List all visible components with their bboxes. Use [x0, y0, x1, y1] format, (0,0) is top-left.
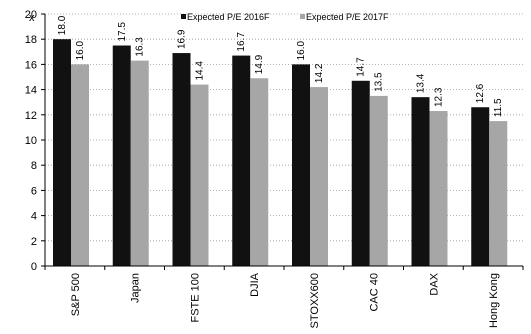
data-label: 16.0 — [296, 40, 307, 60]
y-tick-label: 16 — [25, 59, 37, 71]
data-label: 14.2 — [314, 63, 325, 83]
y-tick-label: 12 — [25, 110, 37, 122]
x-tick-label: DJIA — [249, 272, 261, 297]
bar-2017f — [71, 64, 89, 267]
data-label: 12.6 — [475, 83, 486, 103]
y-tick-label: 6 — [31, 185, 37, 197]
x-tick-label: S&P 500 — [70, 273, 82, 316]
legend-label-2016f: Expected P/E 2016F — [187, 12, 270, 22]
bar-2016f — [292, 64, 310, 267]
bar-2017f — [369, 95, 388, 267]
y-tick-label: 14 — [25, 85, 37, 97]
data-label: 13.4 — [416, 73, 427, 93]
bar-2017f — [130, 60, 149, 267]
x-tick-label: FSTE 100 — [189, 273, 201, 323]
legend-label-2017f: Expected P/E 2017F — [306, 12, 389, 22]
data-label: 16.0 — [75, 40, 86, 60]
x-tick-label: Hong Kong — [488, 273, 500, 328]
bar-2017f — [310, 87, 328, 266]
bar-2016f — [351, 80, 370, 266]
x-axis: S&P 500 Japan FSTE 100 DJIA STOXX600 CAC 40 DA… — [44, 265, 524, 328]
bars — [53, 39, 508, 267]
bar-2016f — [172, 53, 191, 267]
legend-swatch-2016f — [181, 14, 186, 19]
bar-2017f — [429, 111, 448, 267]
data-label: 18.0 — [57, 15, 68, 35]
x-tick-label: STOXX600 — [309, 273, 321, 328]
x-tick-label: CAC 40 — [369, 273, 381, 312]
data-label: 14.4 — [195, 61, 206, 81]
data-labels: 18.0 16.0 17.5 16.3 16.9 14.4 16.7 14.9 16.0 14.2… — [57, 15, 504, 117]
data-label: 16.3 — [135, 37, 146, 57]
data-label: 11.5 — [493, 98, 504, 117]
data-label: 12.3 — [434, 87, 445, 107]
bar-2017f — [489, 121, 508, 266]
data-label: 17.5 — [117, 22, 128, 42]
y-tick-label: 10 — [25, 135, 37, 147]
y-axis: 0 2 4 6 8 10 12 14 16 18 20x — [25, 9, 46, 273]
bar-2016f — [471, 107, 490, 267]
data-label: 13.5 — [374, 72, 385, 92]
x-tick-label: DAX — [428, 272, 440, 295]
bar-2016f — [53, 39, 71, 267]
bar-2017f — [190, 84, 209, 266]
y-axis-unit-label: x — [29, 12, 35, 24]
y-tick-label: 4 — [31, 211, 37, 223]
legend: Expected P/E 2016F Expected P/E 2017F — [181, 12, 389, 22]
bar-2016f — [232, 55, 251, 266]
data-label: 14.7 — [356, 57, 367, 77]
y-tick-label: 2 — [31, 236, 37, 248]
bar-2016f — [411, 97, 430, 266]
y-tick-label: 8 — [31, 160, 37, 172]
data-label: 16.7 — [236, 32, 247, 52]
data-label: 14.9 — [254, 54, 265, 74]
bar-2017f — [250, 78, 269, 266]
data-label: 16.9 — [177, 29, 188, 49]
bar-2016f — [112, 45, 131, 266]
y-tick-label: 20 — [25, 9, 37, 21]
x-tick-label: Japan — [130, 273, 142, 303]
y-tick-label: 18 — [25, 34, 37, 46]
legend-swatch-2017f — [300, 14, 305, 19]
y-tick-label: 0 — [31, 261, 37, 273]
